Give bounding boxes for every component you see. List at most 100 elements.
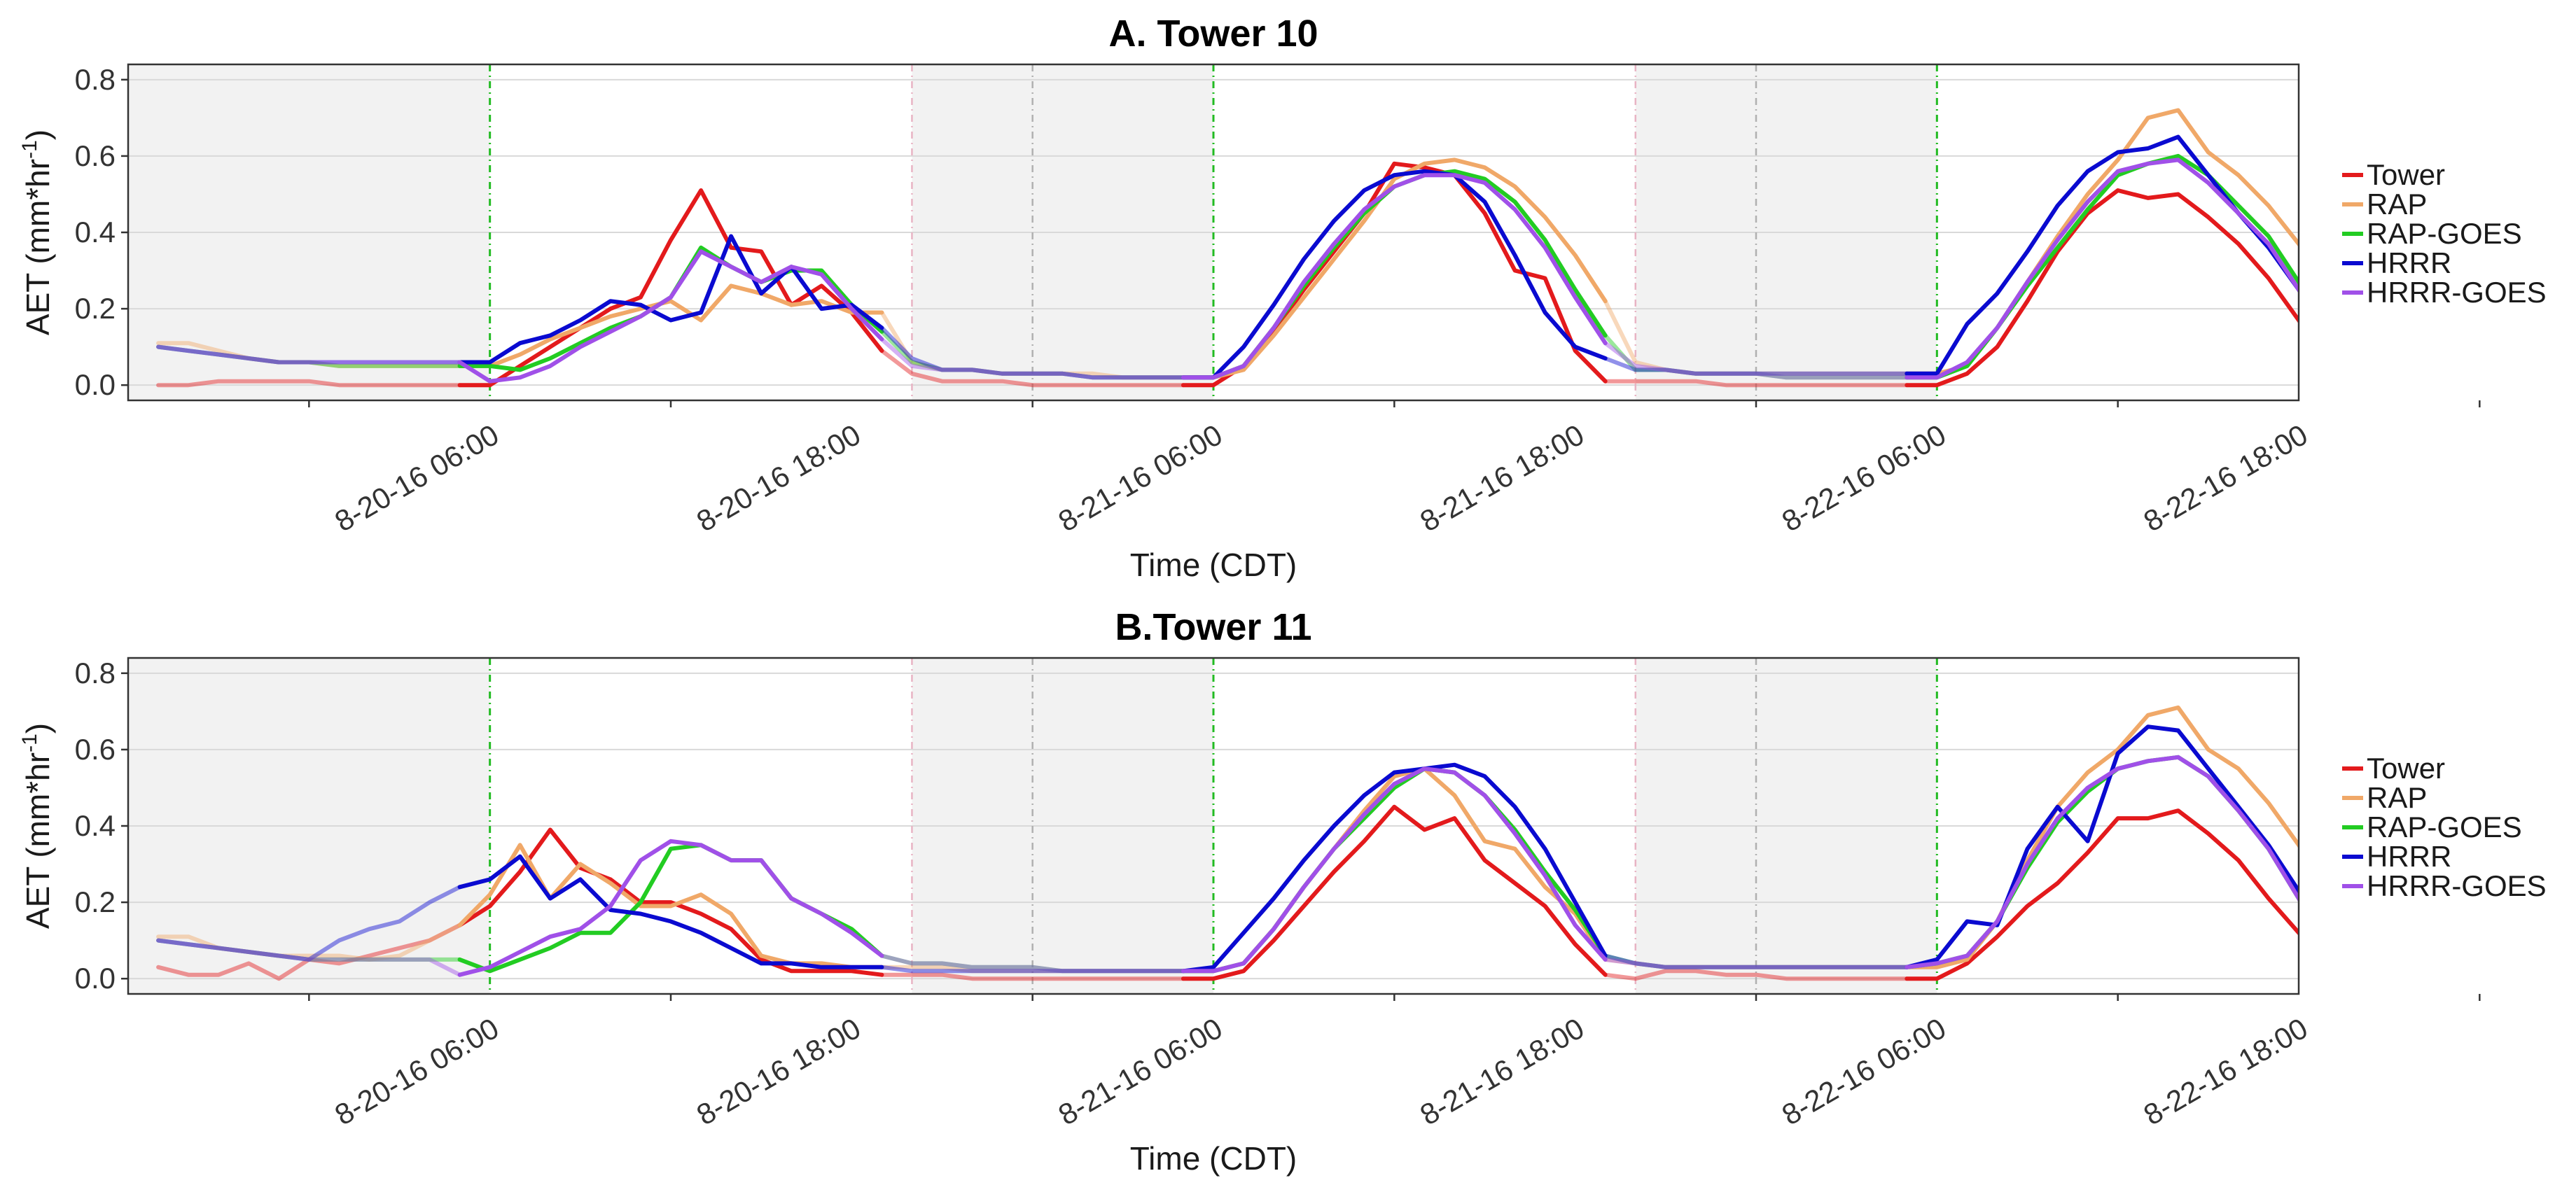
series-line-tower (457, 827, 884, 977)
legend-label: HRRR-GOES (2367, 869, 2547, 902)
y-axis-label: AET (mm*hr-1) (18, 723, 56, 929)
series-line-rap (457, 283, 884, 368)
series-line-rap (457, 843, 884, 969)
x-tick-label: 8-20-16 18:00 (691, 418, 866, 538)
series-tower (156, 804, 2479, 981)
panel-a: A. Tower 10 0.0 0.2 0.4 0.6 0.8 AET (mm*hr-1) 8… (18, 13, 2547, 583)
x-tick-label: 8-20-16 06:00 (329, 418, 504, 538)
series-line-tower (1603, 969, 1909, 981)
series-line-rap (156, 341, 462, 368)
y-tick-label: 0.8 (75, 63, 116, 96)
x-tick-label: 8-20-16 06:00 (329, 1011, 504, 1131)
series-line-rap (879, 310, 1185, 380)
series-line-rap-goes (2329, 948, 2479, 967)
x-axis-label: Time (CDT) (1130, 547, 1297, 583)
y-tick-label: 0.2 (75, 292, 116, 325)
series-line-tower (2329, 366, 2479, 385)
series-line-hrrr (2329, 335, 2479, 374)
series-line-hrrr (156, 344, 462, 365)
series-line-hrrr (1181, 169, 1608, 380)
x-tick-label: 8-22-16 06:00 (1776, 1011, 1951, 1131)
series-line-hrrr-goes (1603, 957, 1909, 969)
series-line-hrrr (1603, 356, 1909, 376)
series-line-rap-goes (156, 938, 462, 962)
panel-b: B.Tower 11 0.0 0.2 0.4 0.6 0.8 AET (mm*hr-1) 8-… (18, 606, 2547, 1177)
series-rap (156, 108, 2299, 380)
y-tick-label: 0.8 (75, 657, 116, 689)
series-line-rap (1603, 957, 1909, 969)
x-tick-label: 8-21-16 18:00 (1414, 1011, 1589, 1131)
legend-label: HRRR (2367, 840, 2451, 873)
series-line-hrrr-goes (1905, 755, 2299, 969)
series-line-rap-goes (879, 329, 1185, 380)
legend-label: RAP (2367, 188, 2427, 220)
x-tick-label: 8-21-16 18:00 (1414, 418, 1589, 538)
series-line-rap-goes (2329, 332, 2479, 374)
y-axis-label: AET (mm*hr-1) (18, 129, 56, 335)
y-tick-label: 0.4 (75, 216, 116, 248)
x-tick-label: 8-22-16 18:00 (2138, 418, 2313, 538)
series-line-rap (1603, 299, 1909, 376)
y-tick-label: 0.6 (75, 139, 116, 172)
legend-label: RAP (2367, 781, 2427, 814)
series-line-hrrr-goes (1181, 173, 1608, 380)
legend-label: RAP-GOES (2367, 217, 2522, 250)
series-line-tower (879, 349, 1185, 388)
series-line-rap-goes (1603, 953, 1909, 969)
series-line-hrrr (156, 885, 462, 962)
series-line-rap (156, 923, 462, 962)
series-line-tower (1905, 808, 2299, 981)
series-line-hrrr (1905, 724, 2299, 969)
series-line-hrrr-goes (1181, 766, 1608, 974)
y-tick-label: 0.0 (75, 368, 116, 401)
series-line-hrrr (879, 325, 1185, 380)
series-line-hrrr-goes (879, 337, 1185, 380)
panel-title: A. Tower 10 (1108, 13, 1318, 55)
series-line-hrrr-goes (156, 938, 462, 977)
x-axis-label: Time (CDT) (1130, 1140, 1297, 1177)
series-line-tower (2329, 948, 2479, 975)
series-line-hrrr-goes (2329, 956, 2479, 967)
series-line-tower (879, 972, 1185, 981)
series-line-hrrr-goes (156, 344, 462, 365)
series-line-hrrr-goes (457, 839, 884, 977)
series-line-hrrr (879, 965, 1185, 974)
series-line-tower (1181, 804, 1608, 981)
series-line-hrrr (2329, 941, 2479, 964)
series-line-rap-goes (156, 344, 462, 368)
x-tick-label: 8-21-16 06:00 (1052, 1011, 1227, 1131)
x-tick-label: 8-22-16 06:00 (1776, 418, 1951, 538)
legend-label: Tower (2367, 158, 2445, 191)
series-line-hrrr (457, 234, 884, 365)
legend-label: RAP-GOES (2367, 811, 2522, 843)
y-tick-label: 0.4 (75, 809, 116, 842)
series-hrrr-goes (156, 755, 2479, 977)
series-line-hrrr (457, 854, 884, 969)
legend-label: HRRR (2367, 246, 2451, 279)
series-line-rap (1181, 157, 1608, 380)
legend-label: Tower (2367, 752, 2445, 785)
series-hrrr (156, 724, 2479, 974)
y-tick-label: 0.2 (75, 885, 116, 918)
series-line-rap-goes (879, 953, 1185, 974)
series-line-hrrr-goes (1905, 157, 2299, 380)
series-line-hrrr-goes (2329, 339, 2479, 374)
series-line-rap (879, 965, 1185, 974)
series-line-hrrr (1603, 953, 1909, 969)
x-tick-label: 8-22-16 18:00 (2138, 1011, 2313, 1131)
series-line-tower (1603, 379, 1909, 388)
series-line-rap (2329, 891, 2479, 972)
series-line-hrrr-goes (457, 249, 884, 384)
x-tick-label: 8-20-16 18:00 (691, 1011, 866, 1131)
legend-label: HRRR-GOES (2367, 276, 2547, 309)
series-line-rap-goes (1603, 333, 1909, 380)
series-line-tower (1905, 188, 2299, 388)
x-tick-label: 8-21-16 06:00 (1052, 418, 1227, 538)
series-hrrr-goes (156, 157, 2479, 384)
series-line-hrrr (1181, 762, 1608, 974)
series-line-hrrr-goes (879, 953, 1185, 974)
series-line-tower (156, 379, 462, 388)
